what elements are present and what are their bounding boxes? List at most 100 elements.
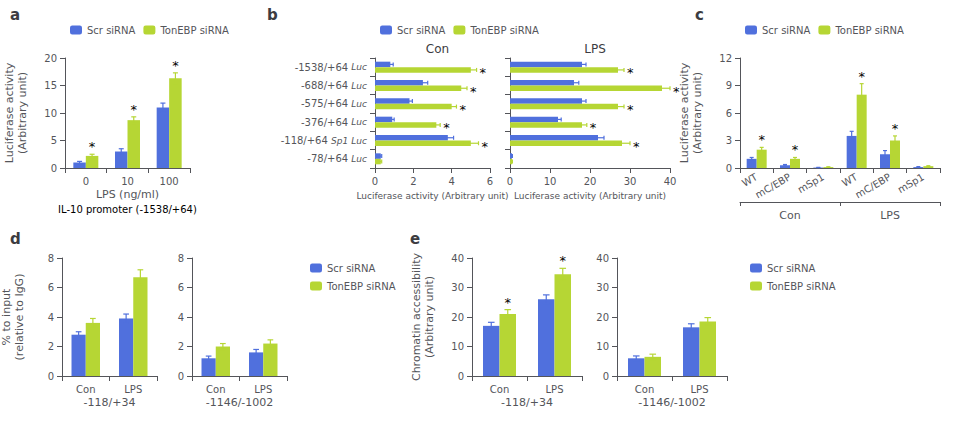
svg-text:100: 100 [160,176,179,187]
svg-text:30: 30 [451,282,464,293]
svg-text:20: 20 [584,176,597,187]
svg-text:Chromatin accessibility: Chromatin accessibility [410,252,423,381]
svg-text:WT: WT [840,171,860,189]
svg-text:8: 8 [178,253,184,264]
svg-text:(Arbitrary unit): (Arbitrary unit) [423,276,436,358]
svg-text:0: 0 [178,371,184,382]
svg-text:20: 20 [44,53,57,64]
svg-text:Scr siRNA: Scr siRNA [87,25,136,36]
svg-text:Luciferase activity: Luciferase activity [678,62,691,163]
svg-text:3: 3 [726,135,732,146]
svg-text:*: * [633,139,640,154]
svg-text:*: * [590,120,597,135]
svg-text:*: * [792,142,799,157]
svg-text:-688/+64: -688/+64 [301,80,351,91]
svg-text:(relative to IgG): (relative to IgG) [13,274,26,361]
svg-text:TonEBP siRNA: TonEBP siRNA [766,281,836,292]
svg-text:*: * [858,69,865,84]
svg-text:-575/+64: -575/+64 [301,98,351,109]
svg-text:-1538/+64: -1538/+64 [295,62,352,73]
svg-text:40: 40 [451,253,464,264]
svg-text:10: 10 [596,341,609,352]
svg-text:0: 0 [603,371,609,382]
svg-text:10: 10 [44,108,57,119]
svg-text:6: 6 [726,108,732,119]
svg-text:LPS: LPS [880,209,900,222]
svg-text:Luc: Luc [351,117,367,127]
svg-text:d: d [10,230,21,248]
svg-text:10: 10 [544,176,557,187]
svg-text:TonEBP siRNA: TonEBP siRNA [159,25,229,36]
svg-text:mC/EBP: mC/EBP [753,171,792,200]
svg-text:mSp1: mSp1 [796,171,826,195]
svg-text:-1146/-1002: -1146/-1002 [638,396,706,409]
svg-text:40: 40 [664,176,677,187]
svg-text:Luc: Luc [351,62,367,72]
svg-text:b: b [267,6,278,24]
svg-text:*: * [505,295,512,310]
svg-text:*: * [758,132,765,147]
svg-text:2: 2 [410,176,416,187]
svg-text:Luciferase activity (Arbitrary: Luciferase activity (Arbitrary unit) [514,191,666,201]
svg-text:% to input: % to input [0,288,13,345]
svg-text:-118/+64: -118/+64 [281,135,331,146]
svg-text:6: 6 [48,282,54,293]
svg-text:Luciferase activity: Luciferase activity [3,62,16,163]
svg-text:LPS: LPS [546,384,564,395]
svg-text:12: 12 [719,53,732,64]
svg-text:Scr siRNA: Scr siRNA [762,25,811,36]
svg-text:*: * [459,102,466,117]
svg-text:0: 0 [726,163,732,174]
svg-text:-118/+34: -118/+34 [501,396,553,409]
svg-text:TonEBP siRNA: TonEBP siRNA [834,25,904,36]
svg-text:-78/+64: -78/+64 [307,153,351,164]
svg-text:c: c [695,6,704,24]
svg-text:2: 2 [48,341,54,352]
svg-text:Scr siRNA: Scr siRNA [327,263,376,274]
svg-text:Con: Con [635,384,654,395]
svg-text:*: * [627,65,634,80]
svg-text:2: 2 [178,341,184,352]
svg-text:6: 6 [178,282,184,293]
svg-text:LPS: LPS [124,384,142,395]
svg-text:*: * [560,253,567,268]
svg-text:(Arbitrary unit): (Arbitrary unit) [691,72,704,154]
svg-text:Luc: Luc [351,154,367,164]
svg-text:4: 4 [48,312,54,323]
svg-text:10: 10 [451,341,464,352]
svg-text:Con: Con [206,384,225,395]
svg-text:Scr siRNA: Scr siRNA [397,25,446,36]
svg-text:4: 4 [178,312,184,323]
svg-text:LPS (ng/ml): LPS (ng/ml) [96,188,159,201]
svg-text:LPS: LPS [584,42,606,56]
svg-text:40: 40 [596,253,609,264]
svg-text:4: 4 [448,176,454,187]
svg-text:20: 20 [596,312,609,323]
svg-text:6: 6 [487,176,493,187]
svg-text:*: * [172,58,179,73]
svg-text:8: 8 [48,253,54,264]
svg-text:mC/EBP: mC/EBP [853,171,892,200]
svg-text:*: * [482,139,489,154]
svg-text:*: * [443,120,450,135]
svg-text:Luc: Luc [351,99,367,109]
svg-text:Sp1: Sp1 [331,136,348,146]
svg-text:10: 10 [121,176,134,187]
svg-text:*: * [627,102,634,117]
svg-text:0: 0 [372,176,378,187]
svg-text:20: 20 [451,312,464,323]
svg-text:30: 30 [596,282,609,293]
svg-text:0: 0 [51,163,57,174]
svg-text:*: * [892,121,899,136]
svg-text:LPS: LPS [254,384,272,395]
svg-text:TonEBP siRNA: TonEBP siRNA [326,281,396,292]
svg-text:a: a [10,6,20,24]
svg-text:WT: WT [740,171,760,189]
svg-text:-1146/-1002: -1146/-1002 [206,396,274,409]
svg-text:Con: Con [779,209,800,222]
svg-text:0: 0 [83,176,89,187]
svg-text:Con: Con [426,42,449,56]
svg-text:(Arbitrary unit): (Arbitrary unit) [16,72,29,154]
svg-text:-376/+64: -376/+64 [301,117,351,128]
svg-text:Luc: Luc [351,81,367,91]
